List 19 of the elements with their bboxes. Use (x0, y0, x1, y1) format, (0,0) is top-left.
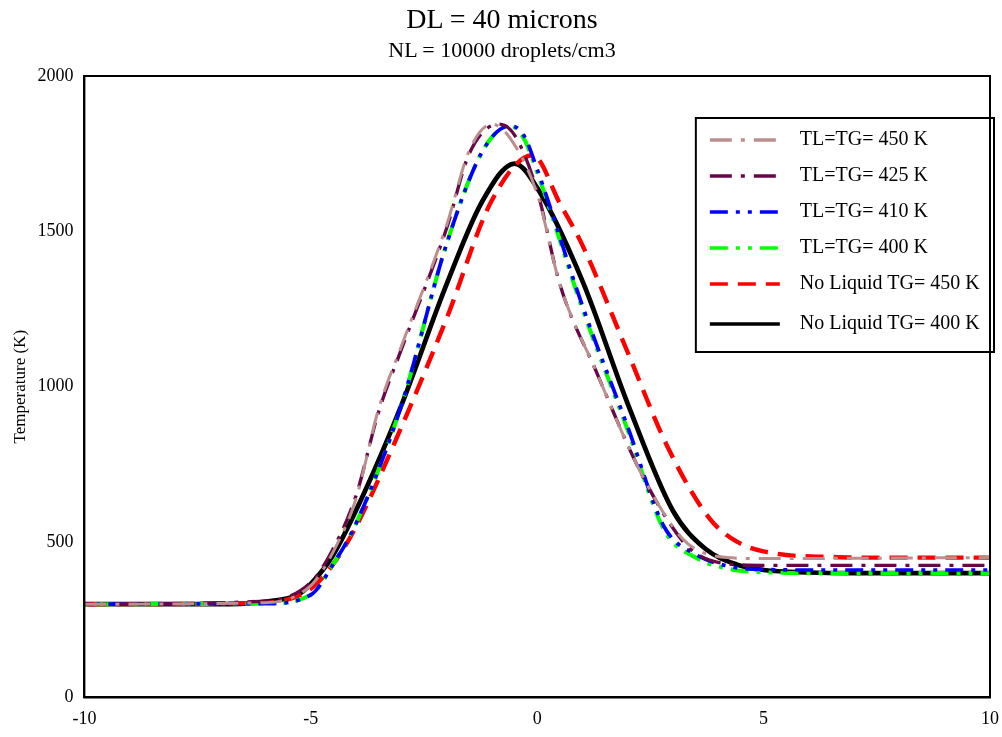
legend-label: TL=TG= 410 K (799, 199, 929, 222)
y-tick-label: 500 (46, 530, 74, 551)
x-tick-label: -10 (72, 707, 97, 728)
x-tick-label: 5 (759, 707, 769, 728)
legend-label: No Liquid TG= 400 K (799, 311, 981, 335)
chart-subtitle: NL = 10000 droplets/cm3 (388, 36, 616, 62)
legend-label: No Liquid TG= 450 K (799, 271, 981, 295)
y-tick-label: 2000 (37, 64, 74, 85)
x-tick-label: -5 (303, 707, 319, 728)
y-tick-label: 1000 (37, 375, 74, 396)
y-tick-label: 0 (64, 686, 74, 707)
y-axis-title: Temperature (K) (9, 329, 29, 444)
legend-label: TL=TG= 425 K (799, 163, 929, 186)
legend-label: TL=TG= 400 K (799, 235, 929, 258)
chart-title: DL = 40 microns (406, 3, 598, 35)
y-tick-label: 1500 (37, 220, 74, 241)
legend-label: TL=TG= 450 K (799, 127, 929, 150)
x-tick-label: 10 (981, 707, 999, 728)
x-tick-label: 0 (532, 707, 542, 728)
